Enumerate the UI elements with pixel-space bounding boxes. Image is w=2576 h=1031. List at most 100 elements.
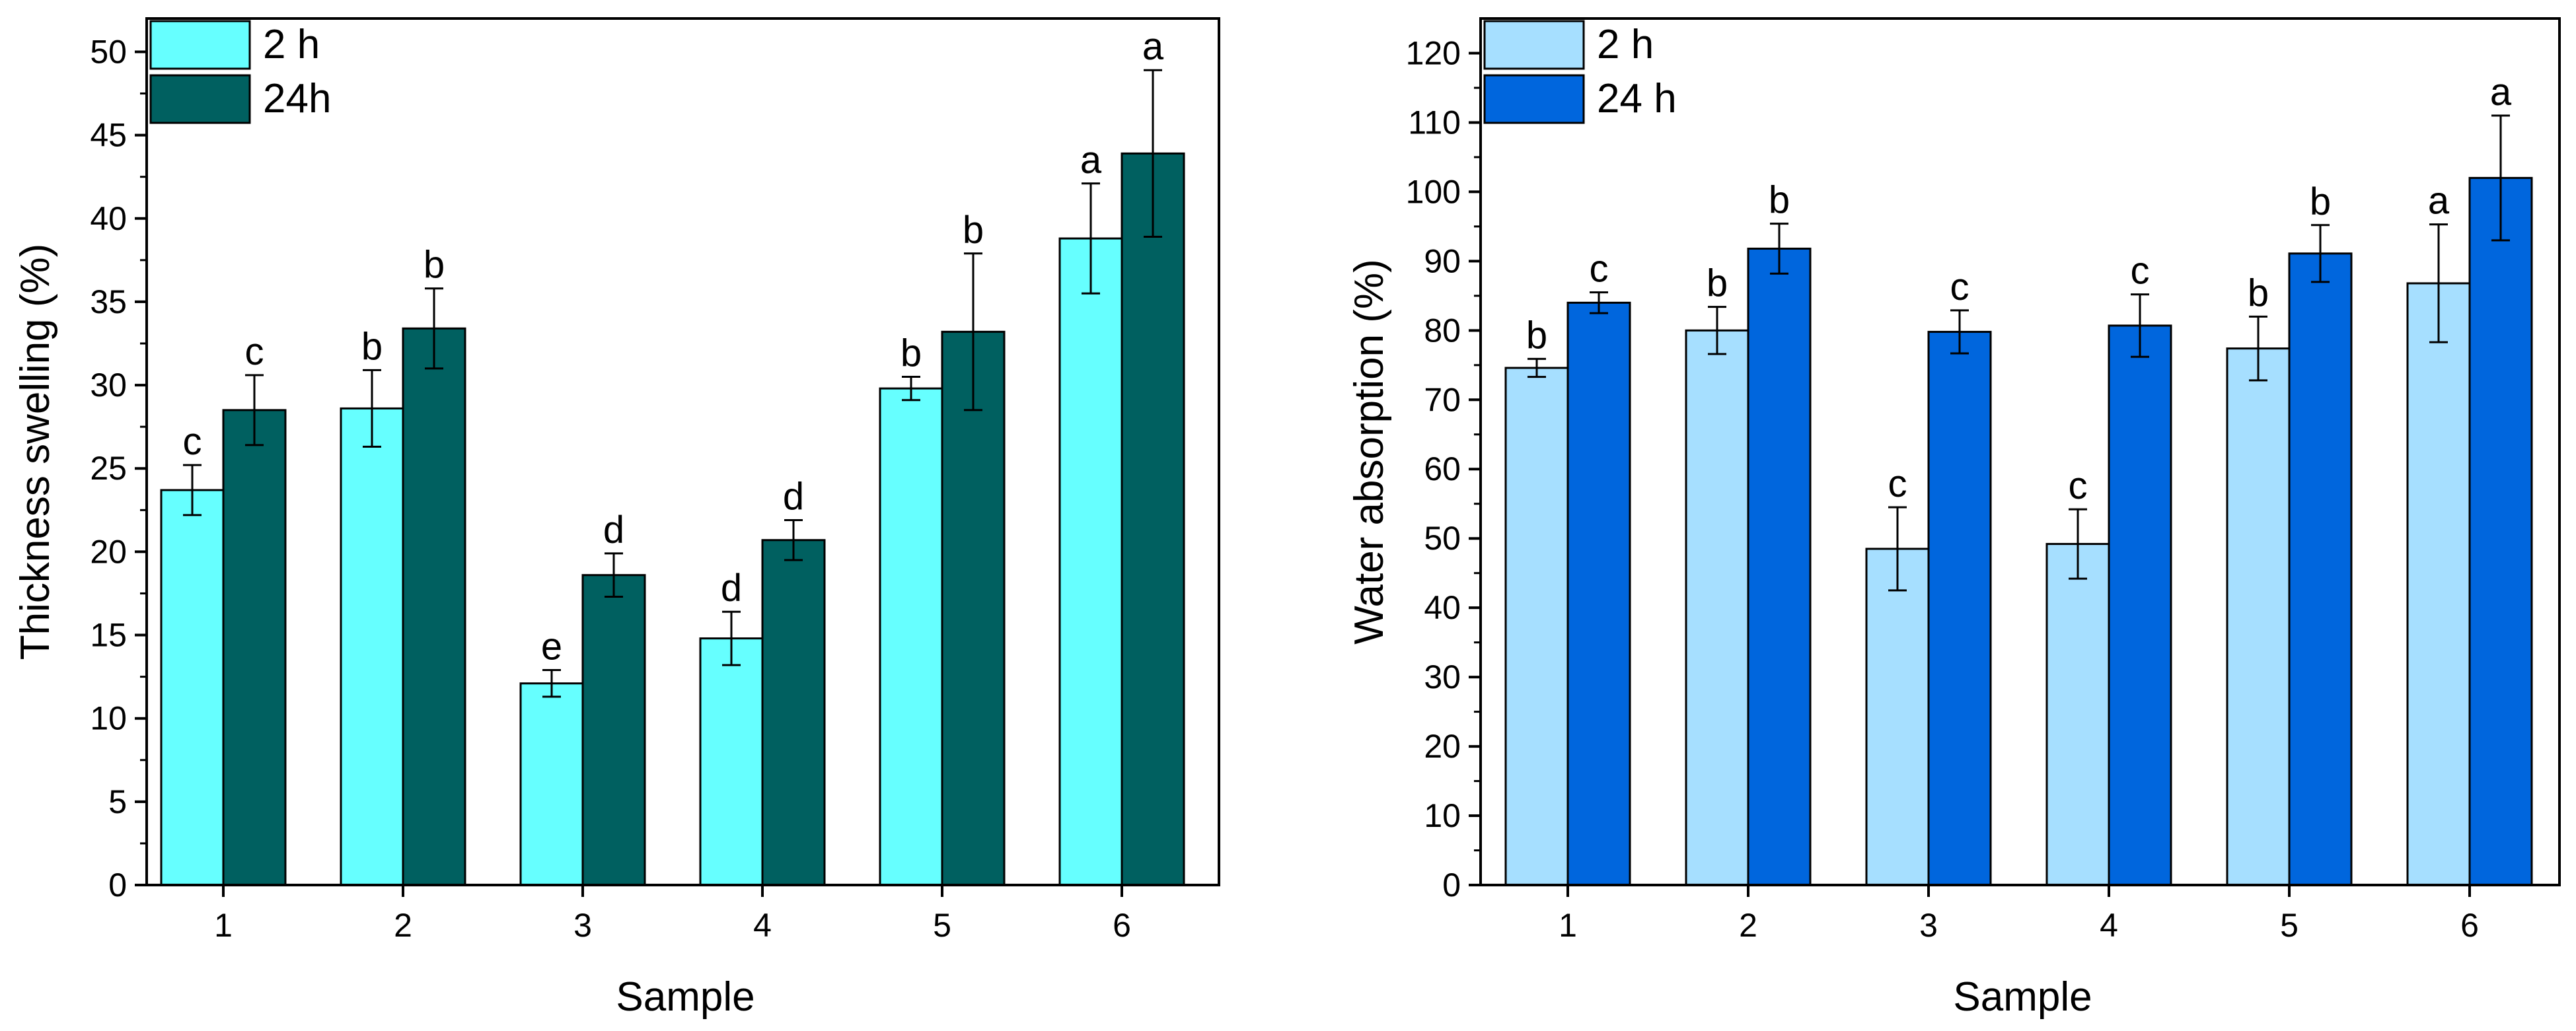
x-tick-label: 1 bbox=[1559, 907, 1577, 944]
y-tick-label: 120 bbox=[1406, 34, 1461, 71]
bar-series2 bbox=[1121, 152, 1185, 886]
significance-label: b bbox=[2248, 271, 2269, 314]
legend: 2 h 24 h bbox=[1483, 20, 1677, 124]
legend-swatch bbox=[149, 74, 251, 124]
bar-series1 bbox=[2406, 282, 2471, 886]
significance-label: b bbox=[361, 325, 383, 368]
y-tick-label: 10 bbox=[1424, 797, 1461, 834]
bar-series2 bbox=[2468, 176, 2533, 886]
significance-label: e bbox=[541, 625, 562, 668]
significance-label: c bbox=[2131, 250, 2150, 293]
y-axis-title: Water absorption (%) bbox=[1346, 259, 1392, 644]
significance-label: b bbox=[423, 244, 445, 287]
y-tick-label: 40 bbox=[90, 200, 127, 237]
significance-label: b bbox=[1526, 314, 1547, 357]
legend-swatch bbox=[149, 20, 251, 70]
significance-label: c bbox=[1950, 266, 1969, 308]
y-tick-label: 25 bbox=[90, 450, 127, 487]
y-tick-label: 20 bbox=[90, 533, 127, 570]
x-axis-title: Sample bbox=[1953, 974, 2092, 1020]
bar-series2 bbox=[581, 574, 646, 886]
significance-label: c bbox=[245, 330, 264, 373]
y-tick-label: 110 bbox=[1408, 104, 1461, 141]
bar-series1 bbox=[1058, 237, 1123, 886]
significance-label: c bbox=[1888, 462, 1907, 505]
legend-label: 2 h bbox=[263, 22, 320, 67]
significance-label: c bbox=[2069, 464, 2088, 507]
bar-series1 bbox=[1865, 548, 1930, 886]
significance-label: a bbox=[1142, 25, 1164, 68]
legend-swatch bbox=[1483, 20, 1585, 70]
y-tick-label: 15 bbox=[90, 617, 127, 654]
bar-series2 bbox=[1927, 330, 1992, 886]
x-tick-label: 1 bbox=[214, 907, 233, 944]
y-tick-label: 40 bbox=[1424, 589, 1461, 626]
x-tick-label: 6 bbox=[1113, 907, 1131, 944]
bar-series2 bbox=[2288, 252, 2353, 886]
x-tick-label: 4 bbox=[2100, 907, 2118, 944]
y-tick-label: 70 bbox=[1424, 381, 1461, 418]
x-axis-title: Sample bbox=[616, 974, 754, 1020]
plot-frame bbox=[145, 17, 1220, 886]
plot-frame bbox=[1479, 17, 2561, 886]
bar-series1 bbox=[519, 682, 584, 886]
bar-series2 bbox=[2108, 324, 2172, 886]
y-tick-label: 35 bbox=[90, 283, 127, 320]
chart-panel-1: 05101520253035404550cc1bb2ed3dd4bb5aa6Sa… bbox=[13, 17, 1220, 1020]
significance-label: c bbox=[1590, 248, 1609, 291]
y-tick-label: 45 bbox=[90, 117, 127, 154]
legend-swatch bbox=[1483, 74, 1585, 124]
significance-label: d bbox=[783, 475, 804, 518]
significance-label: b bbox=[901, 332, 922, 374]
y-axis-title: Thickness swelling (%) bbox=[13, 244, 58, 660]
y-tick-label: 80 bbox=[1424, 312, 1461, 349]
legend-label: 2 h bbox=[1597, 22, 1654, 67]
y-tick-label: 100 bbox=[1406, 173, 1461, 210]
bar-series1 bbox=[160, 489, 225, 886]
x-tick-label: 3 bbox=[573, 907, 592, 944]
significance-label: a bbox=[1080, 139, 1102, 182]
significance-label: d bbox=[603, 509, 624, 551]
y-tick-label: 50 bbox=[90, 33, 127, 70]
bar-series1 bbox=[1504, 367, 1569, 886]
bar-series2 bbox=[1566, 301, 1631, 886]
bar-series2 bbox=[222, 409, 287, 886]
legend-label: 24h bbox=[263, 76, 331, 122]
bar-series2 bbox=[402, 327, 466, 886]
y-tick-label: 30 bbox=[1424, 658, 1461, 695]
bar-series1 bbox=[1685, 329, 1749, 886]
y-tick-label: 0 bbox=[108, 867, 127, 904]
bar-series1 bbox=[340, 407, 404, 886]
x-tick-label: 6 bbox=[2460, 907, 2479, 944]
significance-label: d bbox=[721, 567, 742, 610]
y-tick-label: 60 bbox=[1424, 450, 1461, 487]
bar-series1 bbox=[699, 637, 764, 886]
bar-series2 bbox=[1747, 247, 1812, 886]
significance-label: a bbox=[2490, 71, 2512, 114]
x-tick-label: 2 bbox=[394, 907, 412, 944]
y-tick-label: 20 bbox=[1424, 728, 1461, 765]
x-tick-label: 5 bbox=[933, 907, 951, 944]
chart-panel-2: 0102030405060708090100110120bc1bb2cc3cc4… bbox=[1346, 17, 2561, 1020]
x-tick-label: 2 bbox=[1739, 907, 1757, 944]
significance-label: b bbox=[1769, 179, 1790, 222]
significance-label: b bbox=[1707, 262, 1728, 305]
x-tick-label: 3 bbox=[1919, 907, 1938, 944]
significance-label: c bbox=[183, 420, 202, 463]
y-tick-label: 0 bbox=[1442, 867, 1461, 904]
y-tick-label: 50 bbox=[1424, 520, 1461, 557]
bar-series2 bbox=[761, 539, 826, 886]
y-tick-label: 10 bbox=[90, 700, 127, 737]
bar-series2 bbox=[941, 330, 1006, 886]
legend-label: 24 h bbox=[1597, 76, 1677, 122]
x-tick-label: 5 bbox=[2280, 907, 2299, 944]
bar-series1 bbox=[2045, 543, 2110, 886]
bar-series1 bbox=[2226, 347, 2291, 886]
y-tick-label: 30 bbox=[90, 367, 127, 404]
significance-label: b bbox=[963, 209, 984, 252]
x-tick-label: 4 bbox=[753, 907, 772, 944]
significance-label: b bbox=[2310, 180, 2331, 223]
bar-series1 bbox=[879, 387, 943, 886]
